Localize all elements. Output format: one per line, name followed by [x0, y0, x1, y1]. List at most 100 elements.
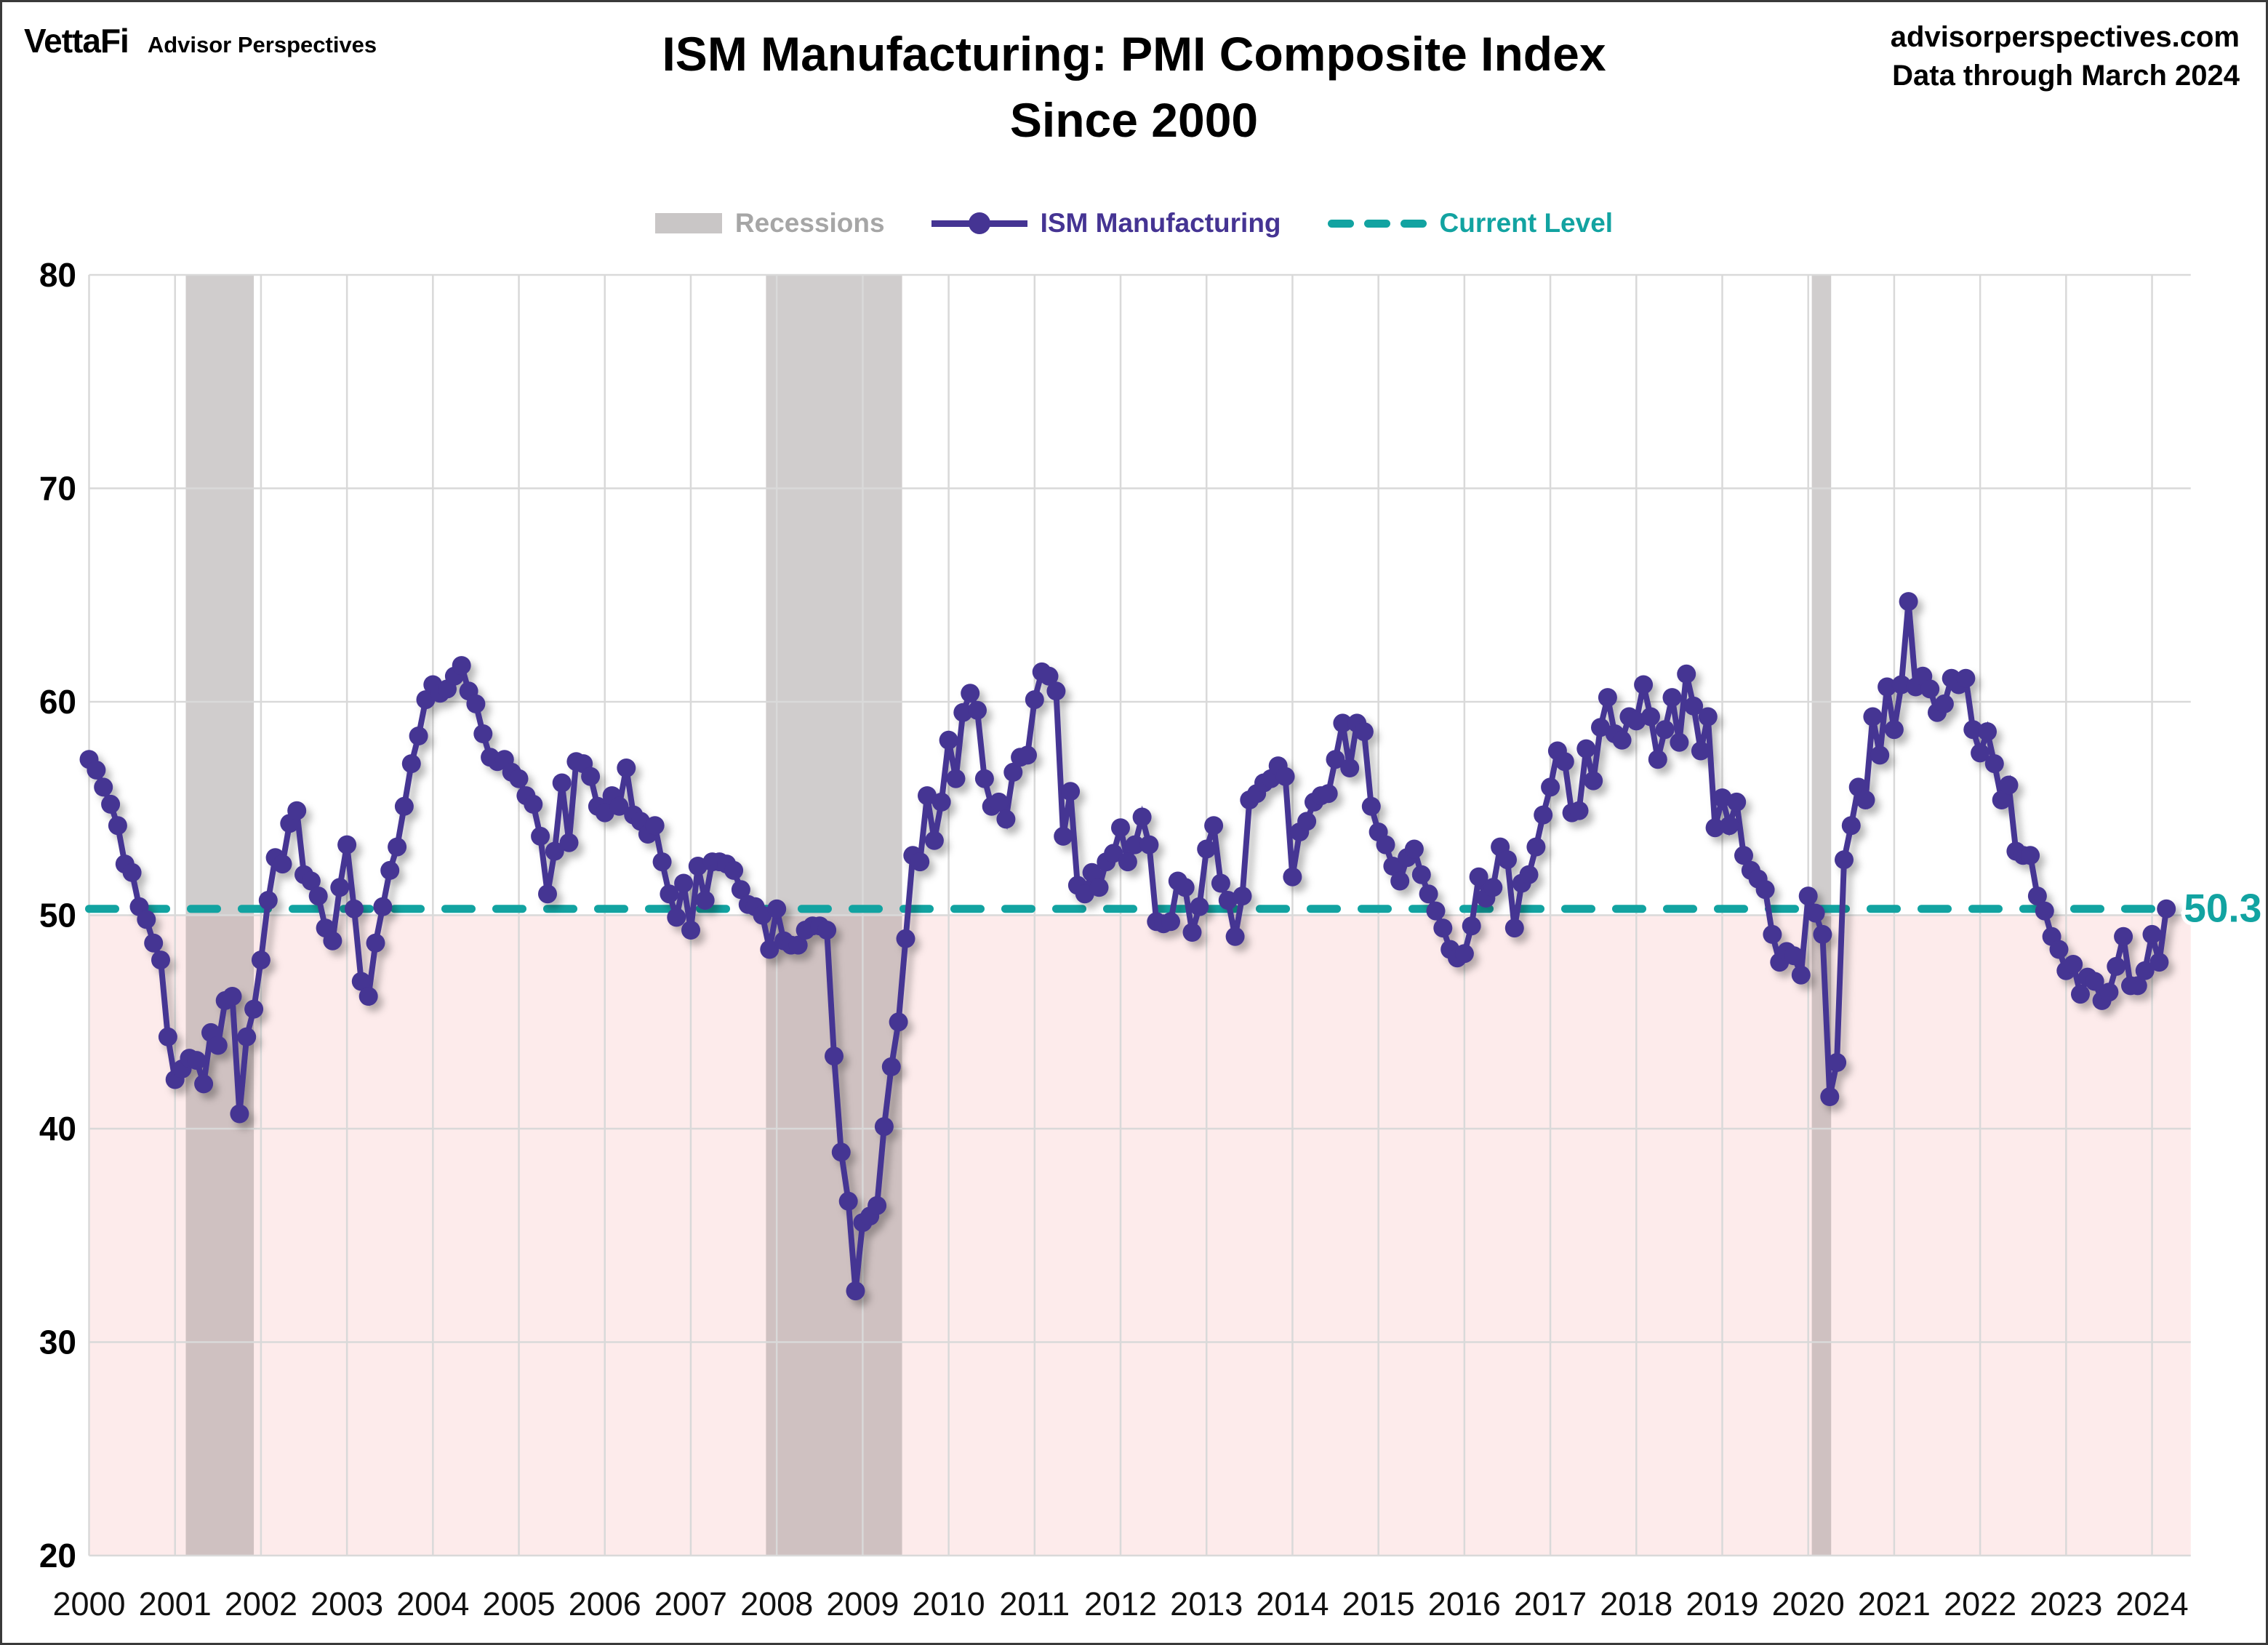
- pmi-point: [867, 1196, 887, 1215]
- pmi-point: [1519, 865, 1539, 884]
- pmi-point: [1003, 762, 1023, 782]
- pmi-point: [1333, 713, 1353, 733]
- pmi-point: [974, 769, 994, 788]
- source-attribution: advisorperspectives.com Data through Mar…: [1891, 18, 2240, 95]
- pmi-point: [1677, 664, 1696, 684]
- pmi-point: [1984, 754, 2004, 774]
- x-axis-tick-label: 2017: [1514, 1585, 1587, 1622]
- pmi-point: [788, 935, 808, 955]
- pmi-point: [2114, 926, 2133, 946]
- pmi-point: [1598, 688, 1617, 708]
- pmi-point: [351, 972, 371, 991]
- pmi-point: [910, 852, 930, 872]
- pmi-point: [94, 777, 113, 797]
- pmi-point: [101, 794, 121, 814]
- pmi-point: [1233, 886, 1252, 906]
- pmi-point: [466, 694, 486, 713]
- pmi-point: [724, 860, 744, 880]
- series-line-swatch-marker: [968, 212, 990, 234]
- pmi-point: [1856, 791, 1875, 809]
- legend-item-ism-manufacturing: ISM Manufacturing: [931, 208, 1281, 239]
- pmi-point: [595, 803, 614, 822]
- pmi-point: [660, 884, 679, 904]
- pmi-point: [2035, 901, 2054, 921]
- pmi-point: [1526, 837, 1546, 857]
- pmi-point: [931, 792, 951, 812]
- pmi-point: [1082, 862, 1102, 882]
- pmi-point: [645, 816, 665, 836]
- pmi-point: [996, 809, 1016, 829]
- pmi-point: [1648, 750, 1667, 769]
- pmi-point: [609, 796, 629, 816]
- pmi-point: [1891, 675, 1911, 695]
- x-axis-tick-label: 2016: [1428, 1585, 1501, 1622]
- pmi-point: [380, 860, 400, 880]
- pmi-point: [409, 727, 428, 745]
- pmi-point: [1534, 805, 1553, 825]
- pmi-point: [652, 852, 672, 872]
- y-axis-tick-label: 20: [39, 1537, 76, 1574]
- below-50-region: [89, 915, 2191, 1556]
- pmi-point: [831, 1142, 851, 1162]
- pmi-point: [1784, 946, 1803, 966]
- pmi-point: [753, 905, 772, 925]
- series-line-swatch: [931, 212, 1027, 234]
- pmi-point: [731, 880, 750, 900]
- pmi-point: [1075, 884, 1094, 904]
- pmi-point: [1469, 867, 1488, 886]
- pmi-point: [337, 835, 357, 854]
- pmi-point: [473, 724, 493, 743]
- pmi-point: [1454, 944, 1474, 964]
- pmi-point: [1684, 696, 1704, 716]
- pmi-point: [953, 703, 973, 722]
- pmi-point: [144, 933, 164, 953]
- pmi-point: [681, 921, 700, 940]
- pmi-point: [1655, 720, 1675, 740]
- pmi-point: [1104, 844, 1123, 863]
- pmi-point: [552, 773, 572, 793]
- pmi-point: [989, 792, 1009, 812]
- x-axis-tick-label: 2023: [2029, 1585, 2102, 1622]
- x-axis-tick-label: 2014: [1256, 1585, 1329, 1622]
- pmi-point: [2085, 972, 2104, 991]
- pmi-point: [1411, 865, 1431, 884]
- pmi-point: [1584, 771, 1603, 791]
- pmi-point: [1884, 720, 1904, 740]
- pmi-point: [2064, 955, 2083, 974]
- x-axis-tick-label: 2005: [482, 1585, 555, 1622]
- dash-segment: [1363, 219, 1390, 228]
- pmi-point: [1483, 878, 1503, 897]
- pmi-point: [1720, 816, 1739, 836]
- y-axis-tick-label: 30: [39, 1324, 76, 1361]
- current-level-value-label: 50.3: [2184, 886, 2261, 931]
- x-axis-tick-label: 2000: [52, 1585, 125, 1622]
- pmi-point: [846, 1281, 865, 1301]
- pmi-point: [1963, 720, 1983, 740]
- pmi-point: [1354, 722, 1374, 742]
- x-axis-tick-label: 2011: [999, 1585, 1070, 1622]
- pmi-point: [1934, 694, 1954, 713]
- pmi-point: [1992, 791, 2011, 809]
- pmi-point: [1698, 707, 1718, 727]
- pmi-point: [760, 940, 780, 959]
- pmi-point: [2142, 924, 2162, 944]
- pmi-point: [1999, 775, 2019, 795]
- pmi-point: [1627, 711, 1646, 731]
- pmi-point: [939, 730, 958, 750]
- pmi-point: [273, 854, 292, 874]
- pmi-point: [874, 1117, 894, 1137]
- pmi-point: [1218, 891, 1238, 910]
- chart-title: ISM Manufacturing: PMI Composite Index S…: [2, 21, 2266, 153]
- pmi-point: [1978, 722, 1997, 742]
- pmi-point: [1111, 818, 1130, 838]
- pmi-point: [1591, 718, 1610, 737]
- pmi-point: [961, 684, 980, 703]
- pmi-point: [1634, 675, 1654, 695]
- pmi-point: [767, 899, 787, 918]
- x-axis-tick-label: 2024: [2115, 1585, 2188, 1622]
- pmi-point: [1820, 1087, 1840, 1106]
- pmi-point: [1018, 745, 1037, 765]
- x-axis-tick-label: 2004: [396, 1585, 469, 1622]
